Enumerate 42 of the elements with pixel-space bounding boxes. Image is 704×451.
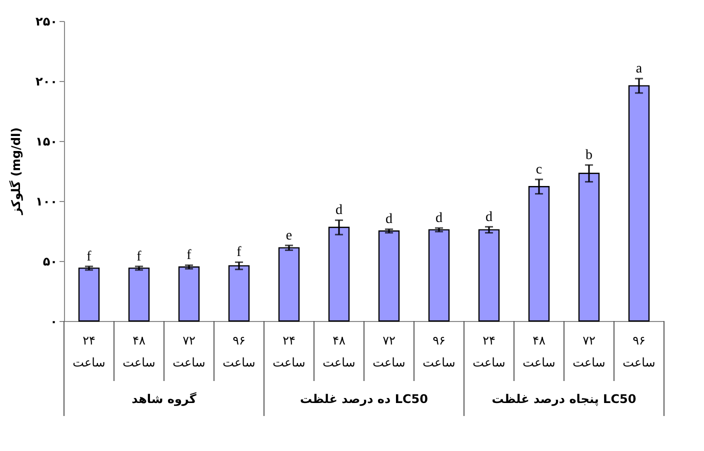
y-tick-label: ۱۵۰ (36, 134, 58, 148)
bar (278, 247, 300, 322)
bar (478, 229, 500, 322)
x-tick-label: ۲۴ ساعت (272, 334, 306, 370)
bar (128, 268, 150, 322)
text: پنجاه درصد غلظت LC50 (492, 392, 636, 406)
x-tick-label: ۹۶ ساعت (222, 334, 256, 370)
data-label: f (136, 249, 142, 264)
x-tick-label: ۴۸ ساعت (322, 334, 356, 370)
x-tick-label: ۷۲ ساعت (572, 334, 606, 370)
data-label: d (386, 212, 392, 228)
data-label: d (436, 211, 442, 226)
y-tick-label: ۲۰۰ (36, 74, 58, 88)
x-tick-label: ۲۴ ساعت (472, 334, 506, 370)
x-tick-label: ۹۶ ساعت (622, 334, 656, 370)
data-label: f (86, 249, 92, 264)
x-tick-label: ۴۸ ساعت (122, 334, 156, 370)
bar (378, 230, 400, 322)
y-tick-label: ۰ (50, 314, 58, 328)
bar (78, 268, 100, 322)
x-tick-label: ۲۴ ساعت (72, 334, 106, 370)
data-label: f (236, 245, 242, 260)
data-label: d (336, 203, 342, 218)
x-tick-label: ۷۲ ساعت (372, 334, 406, 370)
data-label: e (286, 228, 292, 244)
text: گروه شاهد (132, 392, 196, 406)
x-tick-label: ۴۸ ساعت (522, 334, 556, 370)
data-label: b (586, 148, 592, 163)
y-tick-label: ۲۵۰ (36, 14, 58, 28)
y-axis-title: گلوکز (mg/dl) (9, 127, 23, 216)
bar (228, 265, 250, 322)
data-label: d (486, 210, 492, 225)
y-tick-label: ۵۰ (42, 254, 58, 268)
bar (428, 229, 450, 322)
text: ده درصد غلظت LC50 (300, 392, 428, 406)
data-label: c (536, 162, 542, 178)
data-label: a (636, 62, 643, 77)
bar (178, 266, 200, 322)
y-tick-label: ۱۰۰ (36, 194, 58, 208)
x-tick-label: ۷۲ ساعت (172, 334, 206, 370)
x-tick-label: ۹۶ ساعت (422, 334, 456, 370)
data-label: f (186, 248, 192, 264)
